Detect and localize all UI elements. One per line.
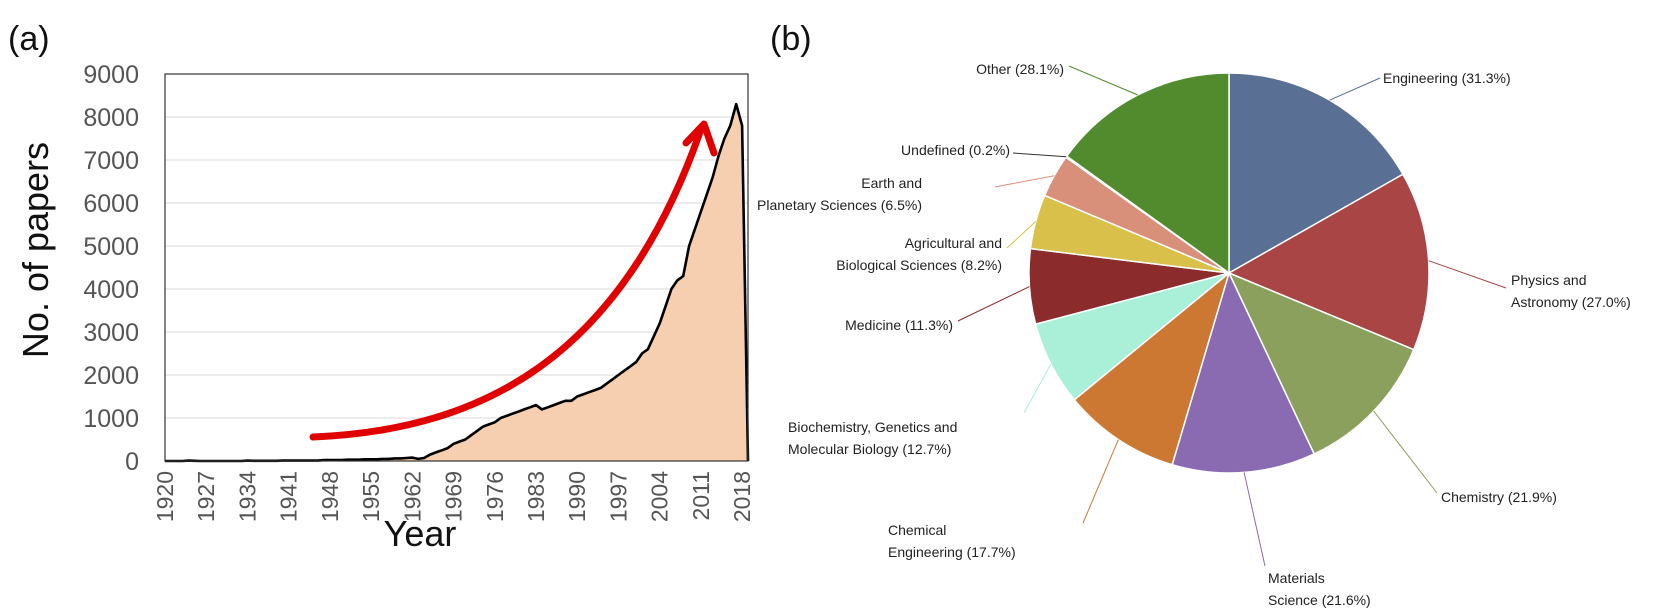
y-axis-title: No. of papers [15,142,56,358]
line-area-chart: 0 1000 2000 3000 4000 5000 6000 7000 8000 9000 19… [15,61,755,554]
leader-line [1428,260,1507,289]
area-fill [165,104,748,461]
leader-line [957,286,1030,322]
x-tick-label: 1990 [564,471,590,522]
leader-line [1243,472,1266,567]
leader-line [1373,410,1438,494]
pie-slices [1028,72,1430,474]
y-tick-label: 4000 [83,276,139,304]
x-tick-label: 1934 [234,471,260,522]
y-tick-label: 6000 [83,190,139,218]
pie-label: Agricultural and Biological Sciences (8.2… [836,235,1002,273]
pie-label: Engineering (31.3%) [1383,70,1511,86]
leader-line [1082,439,1119,524]
y-tick-label: 9000 [83,61,139,89]
panel-b-label: (b) [770,20,812,58]
leader-line [1329,77,1381,101]
pie-label: Earth and Planetary Sciences (6.5%) [757,175,922,213]
panel-a-label: (a) [8,20,50,58]
pie-label: Medicine (11.3%) [845,317,953,333]
x-tick-label: 1927 [193,471,219,522]
x-tick-label: 2011 [688,471,714,520]
pie-label: Materials Science (21.6%) [1268,570,1371,608]
x-tick-label: 1969 [441,471,467,522]
y-tick-label: 8000 [83,104,139,132]
x-tick-label: 1976 [482,471,508,522]
leader-line [1068,65,1138,96]
x-tick-label: 2018 [729,471,755,522]
pie-label: Undefined (0.2%) [901,142,1010,158]
leader-line [994,175,1055,188]
trend-arrow [309,120,718,441]
pie-labels: Engineering (31.3%) Physics and Astronomy … [757,61,1631,608]
x-tick-label: 1920 [152,471,178,522]
y-tick-label: 3000 [83,319,139,347]
pie-label: Physics and Astronomy (27.0%) [1511,272,1631,310]
leader-line [1006,221,1037,249]
x-tick-label: 1997 [605,471,631,522]
leader-line [1023,363,1052,414]
y-tick-label: 7000 [83,147,139,175]
x-tick-label: 1983 [523,471,549,522]
y-tick-label: 2000 [83,362,139,390]
pie-slice [1171,270,1316,474]
leader-line [1012,152,1067,158]
trend-arrow-head [682,120,718,157]
pie-label: Chemical Engineering (17.7%) [888,522,1016,560]
x-tick-label: 1941 [276,471,302,522]
pie-label: Other (28.1%) [976,61,1064,77]
x-tick-label: 2004 [647,471,673,522]
trend-arrow-shaft [309,128,704,441]
pie-label: Biochemistry, Genetics and Molecular Biol… [788,419,957,457]
x-tick-labels: 1920 1927 1934 1941 1948 1955 1962 1969 1976 1983… [152,471,755,522]
plot-frame [164,73,749,462]
y-tick-label: 1000 [83,405,139,433]
x-tick-label: 1955 [358,471,384,522]
x-axis-title: Year [384,513,457,554]
x-tick-label: 1962 [399,471,425,522]
y-tick-labels: 0 1000 2000 3000 4000 5000 6000 7000 8000 9000 [83,61,139,476]
x-tick-label: 1948 [317,471,343,522]
pie-leader-lines [957,65,1507,567]
pie-slice [1073,270,1231,466]
pie-slice [1065,72,1230,275]
y-tick-label: 5000 [83,233,139,261]
pie-slice [1227,271,1415,455]
pie-chart: Engineering (31.3%) Physics and Astronomy … [757,61,1631,608]
y-tick-label: 0 [125,448,139,476]
pie-label: Chemistry (21.9%) [1441,489,1557,505]
